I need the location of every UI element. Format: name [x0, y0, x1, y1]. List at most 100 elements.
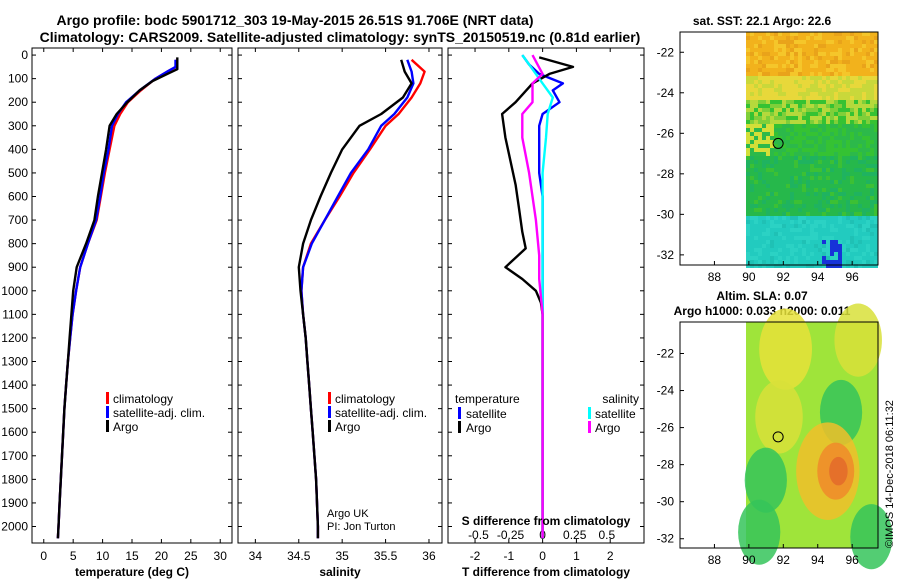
x-tick-label: 10 — [96, 549, 110, 563]
sst-cell — [782, 176, 786, 180]
sst-cell — [746, 52, 750, 56]
sst-cell — [822, 148, 826, 152]
sst-cell — [870, 200, 874, 204]
sst-cell — [830, 172, 834, 176]
sst-cell — [770, 64, 774, 68]
sst-cell — [838, 220, 842, 224]
sst-cell — [782, 40, 786, 44]
sst-cell — [802, 192, 806, 196]
sst-cell — [830, 48, 834, 52]
sst-cell — [818, 152, 822, 156]
sst-cell — [790, 204, 794, 208]
sst-cell — [874, 112, 878, 116]
sst-cell — [794, 44, 798, 48]
sst-cell — [838, 200, 842, 204]
sst-cell — [866, 208, 870, 212]
sst-cell — [870, 124, 874, 128]
sst-cell — [750, 60, 754, 64]
sst-cell — [782, 76, 786, 80]
sst-cell — [822, 132, 826, 136]
sst-cell — [850, 248, 854, 252]
sst-cell — [750, 136, 754, 140]
sst-cell — [842, 92, 846, 96]
sst-cell — [858, 196, 862, 200]
sst-cell — [766, 208, 770, 212]
sst-cell — [826, 152, 830, 156]
sst-cell — [782, 216, 786, 220]
sst-cell — [798, 236, 802, 240]
sst-cell — [794, 244, 798, 248]
sst-cell — [846, 32, 850, 36]
sst-cell — [806, 36, 810, 40]
map-y-tick-label: -30 — [657, 495, 675, 509]
sst-cell — [758, 252, 762, 256]
sst-cell — [818, 212, 822, 216]
sst-cell — [870, 32, 874, 36]
map-y-tick-label: -32 — [657, 248, 675, 262]
sst-cell — [762, 192, 766, 196]
sst-cell — [858, 84, 862, 88]
sst-cell — [858, 148, 862, 152]
sst-cell — [838, 104, 842, 108]
sst-cell — [762, 204, 766, 208]
sst-cell — [838, 172, 842, 176]
sst-cell — [818, 136, 822, 140]
sst-cell — [786, 180, 790, 184]
sst-cell — [858, 92, 862, 96]
sst-cell — [850, 96, 854, 100]
sst-cell — [814, 112, 818, 116]
sst-cell — [850, 124, 854, 128]
sst-cell — [778, 224, 782, 228]
sst-cell — [814, 36, 818, 40]
sst-cell — [750, 228, 754, 232]
sst-cell — [850, 168, 854, 172]
sst-cell — [802, 116, 806, 120]
sst-cell — [778, 196, 782, 200]
sst-cell — [870, 152, 874, 156]
sst-cell — [774, 180, 778, 184]
sst-cell — [842, 136, 846, 140]
sst-cell — [826, 212, 830, 216]
sst-cell — [822, 56, 826, 60]
sst-cell — [818, 244, 822, 248]
sst-cell — [758, 100, 762, 104]
sst-cell — [834, 68, 838, 72]
sst-cell — [854, 184, 858, 188]
sst-cell — [786, 124, 790, 128]
sst-cell — [842, 76, 846, 80]
sst-cell — [846, 224, 850, 228]
sst-cell — [746, 120, 750, 124]
sst-cell — [770, 224, 774, 228]
sst-cell — [762, 220, 766, 224]
sst-cell — [790, 132, 794, 136]
sst-cell — [866, 100, 870, 104]
sst-cell — [858, 44, 862, 48]
sst-cell — [838, 244, 842, 248]
sst-cell — [862, 116, 866, 120]
sst-cell — [850, 136, 854, 140]
sst-cell — [774, 212, 778, 216]
sst-cell — [762, 244, 766, 248]
sst-cell — [858, 120, 862, 124]
sst-cell — [798, 260, 802, 264]
sst-cell — [778, 72, 782, 76]
sst-cell — [754, 264, 758, 268]
sst-cell — [754, 84, 758, 88]
sst-cell — [778, 124, 782, 128]
sst-cell — [830, 264, 834, 268]
sst-cell — [754, 32, 758, 36]
sst-cell — [790, 104, 794, 108]
sst-cell — [858, 76, 862, 80]
sst-cell — [778, 44, 782, 48]
sst-cell — [762, 240, 766, 244]
sst-cell — [758, 36, 762, 40]
sst-cell — [766, 200, 770, 204]
sst-cell — [806, 240, 810, 244]
sst-cell — [798, 156, 802, 160]
sst-cell — [842, 64, 846, 68]
sst-cell — [758, 92, 762, 96]
sst-cell — [818, 124, 822, 128]
sst-cell — [862, 256, 866, 260]
temperature-xlabel: temperature (deg C) — [75, 565, 189, 579]
sst-cell — [746, 224, 750, 228]
